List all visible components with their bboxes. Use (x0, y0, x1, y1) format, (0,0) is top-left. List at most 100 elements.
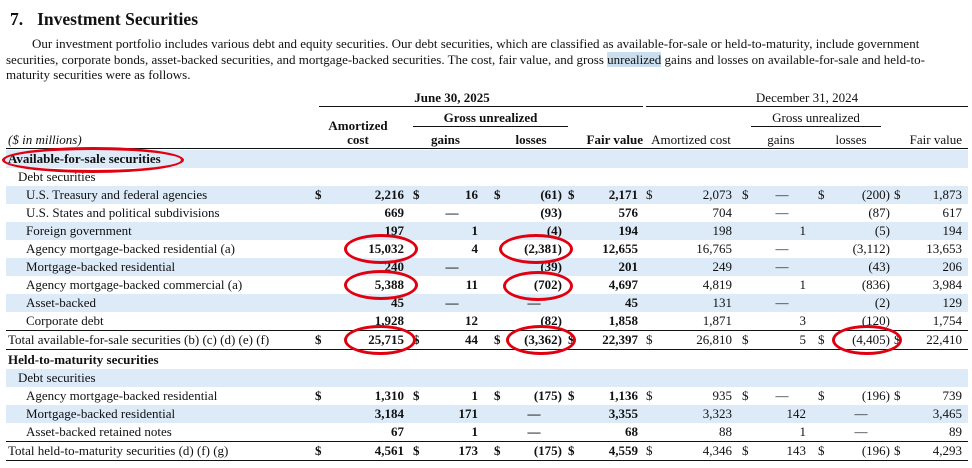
fair-value-header-2: Fair value (909, 132, 962, 147)
cell-g2: 1 (799, 223, 807, 238)
cell-l2: (4,405) (852, 332, 890, 347)
afs-row: Asset-backed 45 — — 45 131 — (2) 129 (6, 294, 968, 312)
cell-g2: — (775, 205, 789, 220)
cell-g2: 3 (799, 313, 807, 328)
cell-l2: (836) (861, 277, 890, 292)
row-label: Mortgage-backed residential (26, 406, 176, 421)
currency-symbol: $ (413, 187, 420, 202)
row-label: U.S. Treasury and federal agencies (26, 187, 208, 202)
currency-symbol: $ (742, 388, 749, 403)
cell-f1: 576 (618, 205, 639, 220)
afs-total-top-rule (6, 330, 968, 331)
afs-row: U.S. States and political subdivisions 66… (6, 204, 968, 222)
section-number: 7. (10, 9, 24, 29)
cell-g1: 4 (471, 241, 479, 256)
intro-text-after: gains and losses on available-for-sale a… (6, 51, 925, 83)
losses-header-2: losses (835, 132, 867, 147)
cell-f1: 1,136 (608, 388, 638, 403)
cell-l2: — (854, 406, 868, 421)
intro-text-before: Our investment portfolio includes variou… (6, 36, 920, 67)
cell-d: $ (315, 388, 322, 403)
cell-g2: 1 (799, 277, 807, 292)
amortized-cost-header-line1: Amortized (328, 118, 388, 133)
cell-c1: 1,310 (374, 388, 404, 403)
cell-g2: 5 (799, 332, 807, 347)
cell-g1: 44 (465, 332, 478, 347)
cell-d: $ (315, 187, 322, 202)
cell-g1: 1 (471, 388, 479, 403)
cell-c2: 16,765 (696, 241, 732, 256)
period-1-rule (319, 106, 643, 107)
gains-header-1: gains (431, 132, 460, 147)
gross-unrealized-rule-2 (751, 126, 881, 127)
cell-g2: — (775, 241, 789, 256)
units-label: ($ in millions) (8, 132, 82, 147)
cell-l2: (196) (861, 443, 890, 458)
cell-d (315, 222, 327, 240)
cell-f1: 1,858 (608, 313, 638, 328)
currency-symbol: $ (568, 332, 575, 347)
row-label: Asset-backed (26, 295, 97, 310)
currency-symbol: $ (494, 187, 501, 202)
cell-l2: (3,112) (852, 241, 890, 256)
currency-symbol: $ (894, 443, 901, 458)
cell-d (315, 276, 327, 294)
currency-symbol: $ (742, 443, 749, 458)
currency-symbol: $ (646, 187, 653, 202)
cell-c2: 131 (712, 295, 733, 310)
currency-symbol: $ (894, 388, 901, 403)
afs-row: Corporate debt 1,928 12 (82) 1,858 1,871 3 (120… (6, 312, 968, 330)
cell-l2: (43) (868, 259, 890, 274)
currency-symbol: $ (894, 332, 901, 347)
period-1-header: June 30, 2025 (414, 90, 490, 105)
row-label: Foreign government (26, 223, 132, 238)
cell-f1: 4,697 (608, 277, 638, 292)
cell-c2: 1,871 (702, 313, 732, 328)
cell-c2: 2,073 (702, 187, 732, 202)
cell-d (315, 258, 327, 276)
htm-sub-row: Debt securities (6, 369, 968, 387)
cell-l2: — (854, 424, 868, 439)
cell-g2: — (775, 295, 789, 310)
htm-total-bottom-rule (6, 460, 968, 461)
intro-highlight[interactable]: unrealized (607, 51, 662, 67)
row-label: Agency mortgage-backed residential (a) (26, 241, 235, 256)
currency-symbol: $ (818, 187, 825, 202)
cell-d: $ (315, 332, 322, 347)
cell-c2: 26,810 (696, 332, 732, 347)
afs-row: Agency mortgage-backed residential (a) 15… (6, 240, 968, 258)
cell-f2: 3,984 (932, 277, 962, 292)
cell-f2: 1,754 (932, 313, 962, 328)
row-label: U.S. States and political subdivisions (26, 205, 220, 220)
htm-section-header: Held-to-maturity securities (8, 352, 159, 367)
cell-f2: 739 (942, 388, 963, 403)
cell-l1: (702) (533, 277, 562, 292)
row-label: Agency mortgage-backed residential (26, 388, 218, 403)
gross-unrealized-rule-1 (413, 126, 568, 127)
cell-d (315, 312, 327, 330)
cell-g1: 16 (465, 187, 478, 202)
cell-l1: (4) (546, 223, 562, 238)
cell-f2: 13,653 (926, 241, 962, 256)
cell-g2: — (775, 259, 789, 274)
cell-l1: (93) (540, 205, 562, 220)
row-label: Total available-for-sale securities (b) … (8, 332, 270, 347)
currency-symbol: $ (742, 332, 749, 347)
cell-l1: (175) (533, 388, 562, 403)
cell-l1: (61) (540, 187, 562, 202)
cell-f1: 201 (618, 259, 639, 274)
currency-symbol: $ (413, 388, 420, 403)
cell-c1: 4,561 (374, 443, 404, 458)
period-2-rule (646, 106, 968, 107)
currency-symbol: $ (413, 332, 420, 347)
afs-row: Agency mortgage-backed commercial (a) 5,3… (6, 276, 968, 294)
cell-c1: 25,715 (368, 332, 404, 347)
currency-symbol: $ (818, 332, 825, 347)
currency-symbol: $ (818, 388, 825, 403)
currency-symbol: $ (413, 443, 420, 458)
cell-c1: 5,388 (374, 277, 404, 292)
cell-d (315, 240, 327, 258)
cell-d: $ (315, 443, 322, 458)
currency-symbol: $ (646, 332, 653, 347)
